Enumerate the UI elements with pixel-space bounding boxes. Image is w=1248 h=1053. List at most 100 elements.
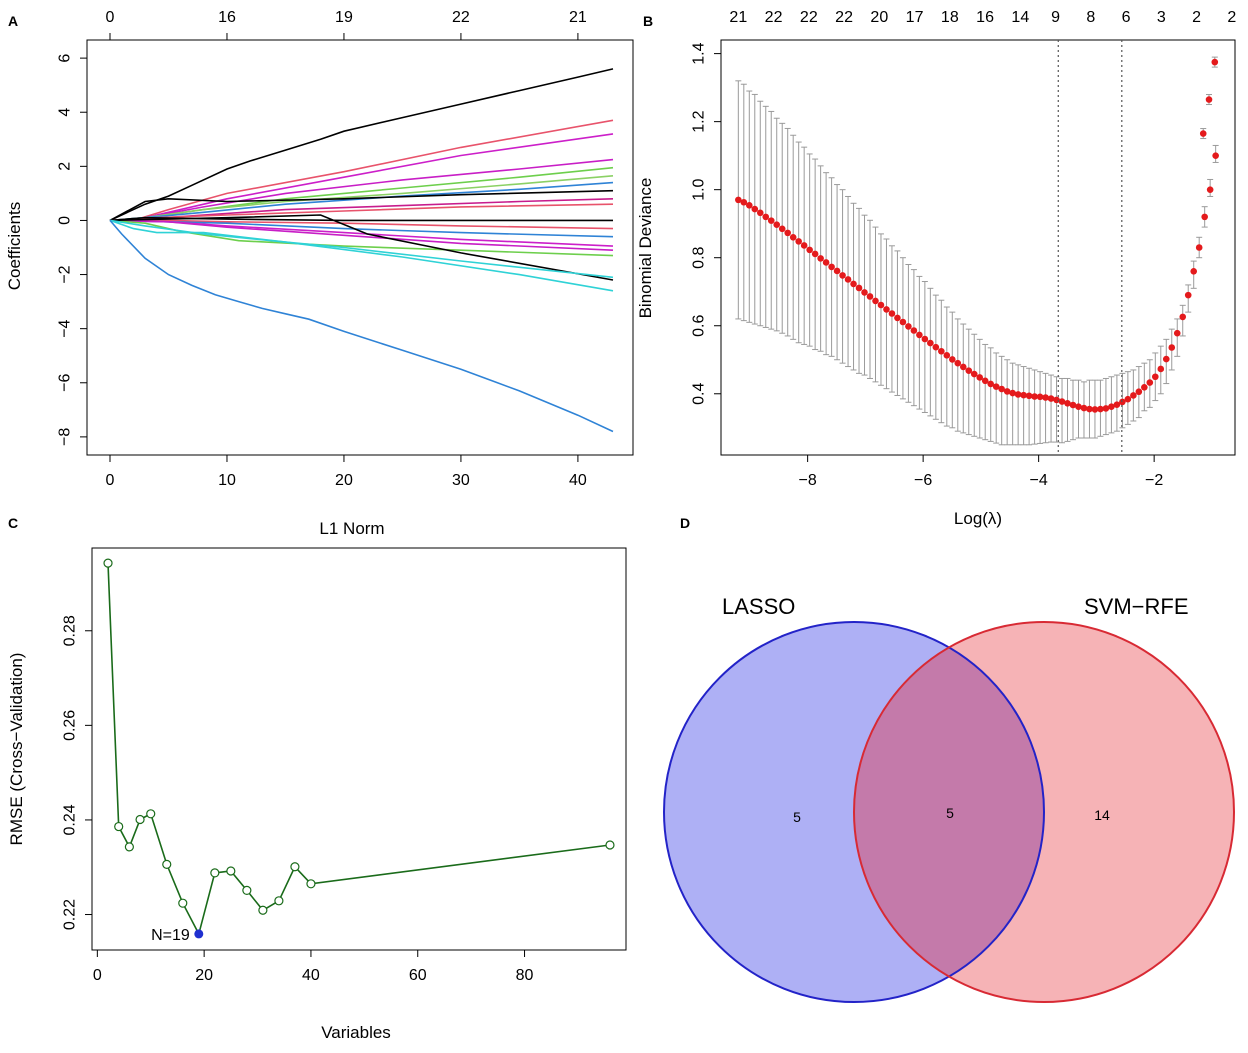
panel-a-xlabel: L1 Norm: [319, 519, 384, 538]
panel-c-xtick-label: 60: [409, 967, 427, 984]
panel-b-point: [1009, 389, 1016, 397]
panel-a-xtick-label: 30: [452, 472, 470, 489]
panel-b-xlabel: Log(λ): [954, 509, 1002, 528]
panel-c-point: [242, 885, 252, 896]
panel-c-point: [274, 896, 284, 906]
panel-b-top-label: 16: [976, 9, 994, 26]
panel-c-ytick-label: 0.26: [62, 710, 79, 741]
panel-b-point: [1152, 373, 1159, 381]
venn-count-intersection: 5: [946, 805, 954, 821]
panel-b-point: [1190, 268, 1198, 275]
panel-b-point: [1205, 96, 1213, 103]
panel-b-point: [1141, 384, 1148, 391]
panel-b-point: [1097, 405, 1104, 413]
panel-a-series-line-17: [109, 214, 614, 281]
venn-intersection: [854, 622, 1044, 1002]
panel-b-top-label: 14: [1011, 9, 1029, 26]
panel-a-ytick-label: 6: [57, 54, 74, 63]
panel-b-point: [745, 202, 753, 209]
panel-b-point: [1020, 391, 1027, 399]
panel-b-point: [1102, 405, 1110, 412]
panel-b-point: [959, 363, 967, 371]
panel-b-top-label: 22: [765, 9, 783, 26]
panel-c-xtick-label: 0: [93, 967, 102, 984]
panel-b-point: [806, 246, 813, 254]
panel-b-xtick-label: −8: [799, 472, 817, 489]
panel-a-series-line-8: [109, 189, 614, 222]
panel-c-point: [114, 821, 124, 832]
panel-a-series-group: [109, 68, 614, 433]
panel-b-point: [861, 289, 868, 296]
panel-b-point: [778, 225, 786, 233]
panel-b-top-label: 22: [800, 9, 818, 26]
panel-a-series-line-15: [109, 219, 614, 251]
panel-c-ytick-label: 0.22: [62, 899, 79, 930]
panel-b-point: [927, 339, 934, 347]
panel-b-point: [894, 314, 901, 322]
panel-b-point: [795, 238, 802, 245]
panel-b-top-label: 21: [729, 9, 747, 26]
panel-c-point: [124, 842, 134, 852]
panel-b-point: [949, 356, 956, 363]
panel-b-point: [1042, 394, 1049, 401]
panel-label-b: B: [643, 13, 653, 29]
panel-b-point: [1025, 392, 1033, 400]
panel-a-series-line-11: [109, 216, 613, 222]
panel-b-top-label: 8: [1086, 9, 1095, 26]
panel-c-point: [290, 862, 300, 872]
panel-b-point: [905, 323, 912, 330]
panel-c-point: [226, 866, 236, 876]
panel-c-plot-frame: [91, 547, 627, 951]
panel-a-top-tick-label: 0: [106, 9, 115, 26]
panel-b-point: [1184, 291, 1192, 299]
panel-c-point: [146, 809, 156, 819]
panel-b-point: [1201, 213, 1208, 221]
panel-a-coefficient-paths: 0 10 20 30 40 −8 −6 −4 −2 0 2 4 6 0 16 19 22 21 L1 Norm C…: [5, 9, 634, 538]
panel-b-point: [800, 242, 808, 249]
panel-a-series-line-12: [110, 219, 614, 230]
panel-b-point: [921, 335, 929, 343]
panel-b-point: [1135, 388, 1143, 396]
venn-label-lasso: LASSO: [722, 594, 795, 619]
panel-c-point: [306, 879, 316, 889]
panel-b-point: [1195, 244, 1203, 251]
panel-b-point: [910, 327, 918, 334]
panel-b-point: [1108, 403, 1115, 410]
panel-b-top-label: 18: [941, 9, 959, 26]
panel-b-point: [756, 209, 764, 217]
panel-b-point: [883, 306, 890, 313]
panel-b-point: [1199, 130, 1207, 137]
panel-b-top-label: 17: [906, 9, 924, 26]
panel-label-a: A: [8, 13, 18, 29]
panel-b-point: [767, 217, 775, 224]
panel-b-point: [1113, 401, 1121, 408]
panel-c-point: [258, 905, 268, 915]
panel-b-top-label: 3: [1157, 9, 1166, 26]
panel-c-ytick-label: 0.28: [62, 615, 79, 646]
panel-b-point: [943, 352, 951, 359]
venn-count-svm-rfe-only: 14: [1094, 807, 1110, 823]
panel-a-top-tick-label: 19: [335, 9, 353, 26]
panel-c-series: N=19: [103, 558, 615, 944]
panel-b-point: [855, 284, 863, 292]
panel-b-ytick-label: 1.4: [691, 42, 708, 64]
panel-b-point: [1069, 401, 1077, 409]
panel-b-point: [762, 213, 770, 221]
panel-b-point: [888, 310, 896, 317]
panel-a-ytick-label: 4: [57, 108, 74, 117]
panel-b-point: [987, 380, 995, 388]
panel-b-top-label: 20: [870, 9, 888, 26]
panel-b-point: [866, 293, 874, 300]
panel-label-d: D: [680, 515, 690, 531]
panel-b-point: [1162, 355, 1170, 363]
panel-b-point: [1179, 313, 1187, 321]
panel-a-xtick-label: 40: [569, 472, 587, 489]
panel-b-ytick-label: 1.0: [691, 178, 708, 200]
panel-b-point: [822, 259, 830, 266]
panel-b-point: [938, 347, 945, 355]
panel-b-top-label: 22: [835, 9, 853, 26]
panel-b-point: [1036, 393, 1044, 401]
panel-a-top-tick-label: 22: [452, 9, 470, 26]
panel-b-point: [965, 367, 973, 374]
panel-a-axes: 0 10 20 30 40 −8 −6 −4 −2 0 2 4 6 0 16 19 22 21: [57, 9, 587, 489]
